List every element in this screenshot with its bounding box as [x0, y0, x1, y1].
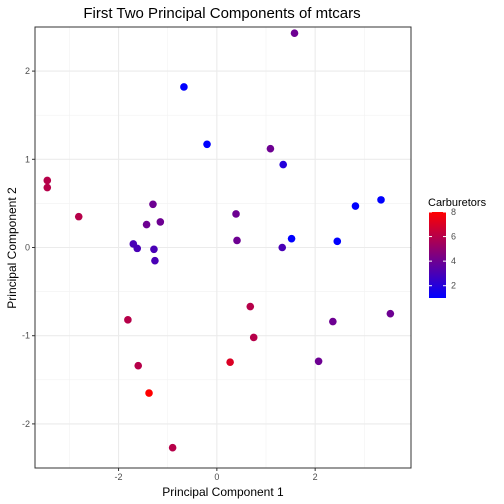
data-point	[156, 218, 165, 226]
legend-title: Carburetors	[428, 197, 487, 209]
data-point	[233, 236, 241, 245]
data-point	[246, 302, 255, 311]
x-tick-label: 0	[214, 472, 219, 482]
legend-tick-label: 8	[451, 207, 456, 217]
data-point	[314, 357, 323, 366]
data-point	[133, 244, 142, 253]
data-point	[149, 200, 157, 209]
data-point	[278, 243, 287, 252]
data-point	[151, 256, 159, 265]
data-point	[386, 309, 395, 318]
y-tick-label: 0	[25, 243, 30, 253]
data-point	[43, 183, 52, 192]
x-tick-label: 2	[313, 472, 318, 482]
data-point	[232, 210, 240, 218]
data-points	[43, 29, 395, 452]
data-point	[279, 160, 288, 169]
legend-tick-label: 2	[451, 281, 456, 291]
legend-colorbar	[429, 212, 446, 298]
axis-ticks: -2 0 2 -2 -1 0 1 2	[22, 66, 318, 482]
x-tick-label: -2	[115, 472, 123, 482]
y-tick-label: 1	[25, 154, 30, 164]
data-point	[203, 140, 211, 149]
legend-ticks: 2 4 6 8	[429, 207, 456, 291]
data-point	[142, 220, 151, 229]
data-point	[287, 234, 296, 243]
data-point	[266, 144, 275, 153]
data-point	[134, 361, 143, 370]
y-tick-label: -1	[22, 331, 30, 341]
legend-tick-label: 6	[451, 232, 456, 242]
data-point	[145, 389, 153, 397]
data-point	[329, 317, 337, 326]
data-point	[168, 443, 177, 452]
y-tick-label: 2	[25, 66, 30, 76]
data-point	[333, 237, 342, 246]
chart-title: First Two Principal Components of mtcars	[83, 5, 360, 22]
y-tick-label: -2	[22, 419, 30, 429]
data-point	[43, 176, 52, 185]
y-axis-title: Principal Component 2	[5, 187, 19, 309]
legend: Carburetors 2 4 6 8	[428, 197, 487, 298]
data-point	[290, 29, 299, 37]
data-point	[150, 245, 158, 254]
data-point	[180, 83, 188, 91]
data-point	[74, 212, 83, 221]
data-point	[377, 196, 385, 204]
data-point	[249, 333, 258, 342]
data-point	[226, 358, 234, 366]
legend-tick-label: 4	[451, 256, 456, 266]
x-axis-title: Principal Component 1	[162, 485, 284, 499]
grid-lines	[35, 27, 411, 468]
data-point	[351, 202, 360, 210]
data-point	[124, 316, 132, 324]
